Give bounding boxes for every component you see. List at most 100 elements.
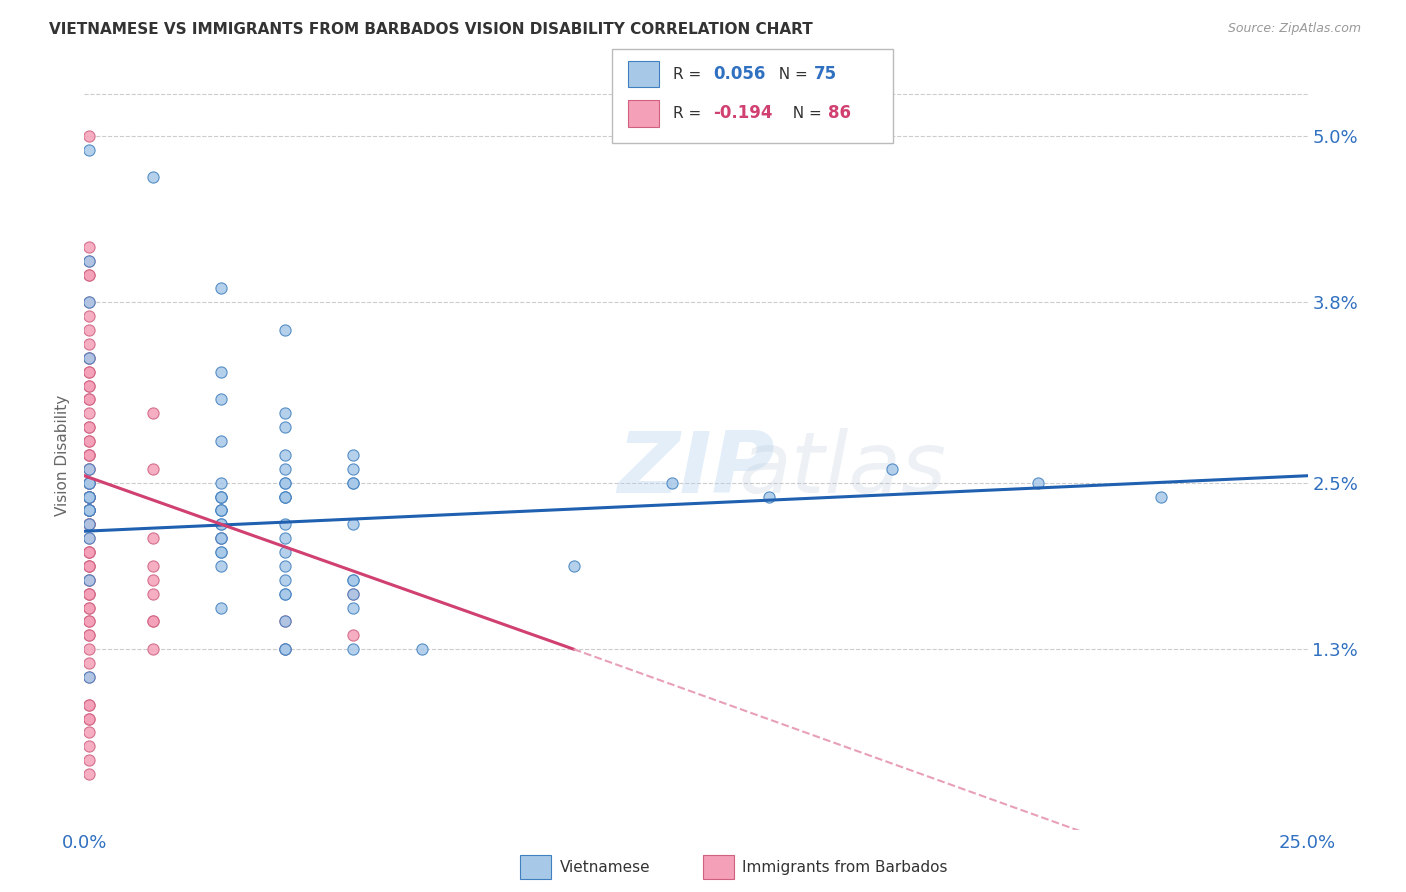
Point xyxy=(274,545,297,559)
Point xyxy=(77,573,100,587)
Text: 0.056: 0.056 xyxy=(713,65,765,83)
Point xyxy=(274,462,297,476)
Point xyxy=(142,531,165,545)
Point xyxy=(77,295,100,310)
Point xyxy=(342,475,364,490)
Point xyxy=(274,448,297,462)
Point xyxy=(77,628,100,642)
Point xyxy=(77,475,100,490)
Point xyxy=(77,490,100,504)
Point xyxy=(77,503,100,517)
Point xyxy=(209,545,232,559)
Point xyxy=(77,475,100,490)
Point xyxy=(209,517,232,532)
Point xyxy=(142,642,165,657)
Point xyxy=(77,490,100,504)
Text: R =: R = xyxy=(673,106,707,120)
Point xyxy=(77,490,100,504)
Point xyxy=(274,406,297,420)
Point xyxy=(77,448,100,462)
Point xyxy=(77,490,100,504)
Point xyxy=(209,531,232,545)
Point xyxy=(142,587,165,601)
Point xyxy=(209,600,232,615)
Point xyxy=(209,434,232,448)
Point xyxy=(77,517,100,532)
Point xyxy=(77,253,100,268)
Point xyxy=(77,143,100,157)
Point xyxy=(77,253,100,268)
Point xyxy=(77,420,100,434)
Point xyxy=(77,558,100,573)
Point xyxy=(77,295,100,310)
Point xyxy=(77,378,100,392)
Point xyxy=(77,351,100,365)
Point xyxy=(77,615,100,629)
Point xyxy=(77,475,100,490)
Point xyxy=(274,587,297,601)
Point xyxy=(77,517,100,532)
Point xyxy=(209,490,232,504)
Point xyxy=(209,503,232,517)
Point xyxy=(77,503,100,517)
Point xyxy=(142,615,165,629)
Point xyxy=(274,587,297,601)
Point xyxy=(661,475,683,490)
Point xyxy=(142,406,165,420)
Point xyxy=(77,558,100,573)
Point xyxy=(209,281,232,295)
Point xyxy=(77,434,100,448)
Point xyxy=(1150,490,1173,504)
Point xyxy=(77,268,100,282)
Point xyxy=(142,558,165,573)
Point xyxy=(77,503,100,517)
Point xyxy=(274,475,297,490)
Point xyxy=(77,128,100,143)
Point xyxy=(77,475,100,490)
Point xyxy=(342,573,364,587)
Point xyxy=(77,406,100,420)
Point xyxy=(274,615,297,629)
Point xyxy=(77,490,100,504)
Point xyxy=(77,545,100,559)
Point xyxy=(77,558,100,573)
Point xyxy=(77,490,100,504)
Point xyxy=(274,642,297,657)
Point xyxy=(77,517,100,532)
Point xyxy=(77,545,100,559)
Point xyxy=(411,642,433,657)
Point xyxy=(342,587,364,601)
Point xyxy=(342,642,364,657)
Point xyxy=(342,448,364,462)
Point xyxy=(77,392,100,407)
Text: atlas: atlas xyxy=(738,428,946,511)
Point xyxy=(77,503,100,517)
Point xyxy=(77,628,100,642)
Point xyxy=(274,642,297,657)
Point xyxy=(209,503,232,517)
Point xyxy=(77,503,100,517)
Point xyxy=(758,490,780,504)
Point xyxy=(77,573,100,587)
Point xyxy=(1028,475,1050,490)
Point xyxy=(77,462,100,476)
Point xyxy=(880,462,903,476)
Point xyxy=(142,170,165,185)
Point xyxy=(77,434,100,448)
Point xyxy=(77,475,100,490)
Point xyxy=(274,490,297,504)
Point xyxy=(142,573,165,587)
Point xyxy=(77,268,100,282)
Point xyxy=(77,351,100,365)
Point xyxy=(77,531,100,545)
Point xyxy=(274,490,297,504)
Text: Source: ZipAtlas.com: Source: ZipAtlas.com xyxy=(1227,22,1361,36)
Point xyxy=(77,725,100,739)
Point xyxy=(77,587,100,601)
Text: ZIP: ZIP xyxy=(617,428,775,511)
Text: 75: 75 xyxy=(814,65,837,83)
Point xyxy=(77,712,100,726)
Point xyxy=(77,517,100,532)
Point xyxy=(209,392,232,407)
Point xyxy=(342,475,364,490)
